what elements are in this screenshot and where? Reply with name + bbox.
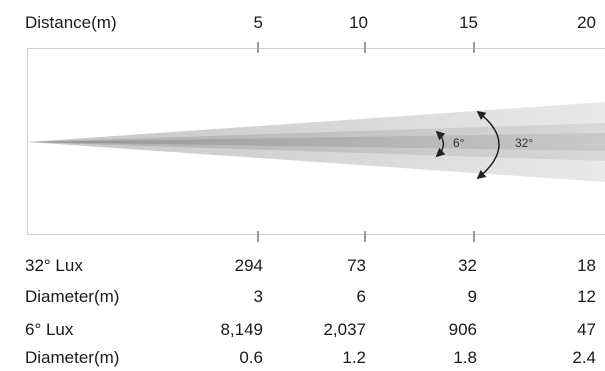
wide-angle-label: 32° [515, 136, 534, 150]
row-6-diameter-5: 0.6 [239, 348, 263, 367]
row-6-diameter-10: 1.2 [342, 348, 366, 367]
row-6-diameter-20: 2.4 [572, 348, 596, 367]
row-6-lux-10: 2,037 [323, 320, 366, 339]
row-32-diameter-label: Diameter(m) [25, 287, 120, 306]
distance-5: 5 [253, 13, 263, 32]
narrow-angle-arrow [435, 130, 446, 158]
narrow-beam [28, 133, 605, 151]
row-6-lux-15: 906 [448, 320, 477, 339]
row-32-lux-15: 32 [458, 256, 477, 275]
distance-20: 20 [577, 13, 596, 32]
distance-15: 15 [459, 13, 478, 32]
row-32-lux-10: 73 [347, 256, 366, 275]
distance-10: 10 [349, 13, 368, 32]
row-32-lux-label: 32° Lux [25, 256, 83, 275]
row-6-lux-20: 47 [577, 320, 596, 339]
row-6-diameter-15: 1.8 [453, 348, 477, 367]
row-32-lux-5: 294 [234, 256, 263, 275]
row-32-diameter-20: 12 [577, 287, 596, 306]
row-32-diameter-10: 6 [356, 287, 366, 306]
row-6-lux-5: 8,149 [220, 320, 263, 339]
wide-angle-arrow [476, 110, 500, 180]
row-6-lux-label: 6° Lux [25, 320, 74, 339]
narrow-angle-label: 6° [453, 136, 465, 150]
row-32-lux-20: 18 [577, 256, 596, 275]
row-32-diameter-5: 3 [253, 287, 263, 306]
row-32-diameter-15: 9 [467, 287, 477, 306]
distance-label: Distance(m) [25, 13, 117, 32]
row-6-diameter-label: Diameter(m) [25, 348, 120, 367]
